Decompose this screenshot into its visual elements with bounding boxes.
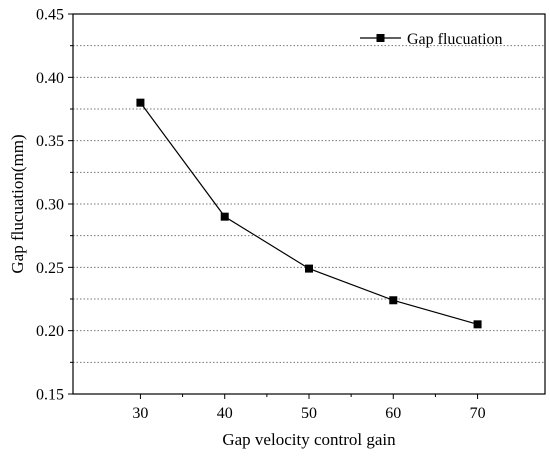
data-point: [389, 296, 398, 305]
x-tick-label: 70: [470, 405, 486, 422]
x-tick-label: 30: [132, 405, 148, 422]
data-point: [473, 320, 482, 329]
x-tick-label: 50: [301, 405, 317, 422]
y-tick-label: 0.45: [36, 7, 64, 24]
y-tick-label: 0.15: [36, 387, 64, 404]
legend: Gap flucuation: [360, 31, 503, 48]
x-axis-title: Gap velocity control gain: [222, 430, 396, 449]
data-point: [220, 212, 229, 221]
y-tick-label: 0.20: [36, 323, 64, 340]
x-tick-label: 60: [385, 405, 401, 422]
legend-marker: [376, 34, 385, 42]
axis-ticks: 0.15 0.20 0.25 0.30 0.35 0.40 0.45 30 40 50 60 70: [36, 7, 486, 423]
y-tick-label: 0.30: [36, 197, 64, 214]
data-point: [305, 264, 313, 273]
y-tick-label: 0.35: [36, 133, 64, 150]
series-layer: [136, 98, 482, 329]
x-tick-label: 40: [217, 405, 233, 422]
y-tick-label: 0.25: [36, 260, 64, 277]
y-axis-title: Gap flucuation(mm): [8, 134, 27, 273]
y-tick-label: 0.40: [36, 70, 64, 87]
legend-label: Gap flucuation: [407, 31, 503, 48]
series-line: [139, 102, 478, 325]
data-point: [136, 98, 145, 107]
gridlines: [73, 45, 545, 363]
